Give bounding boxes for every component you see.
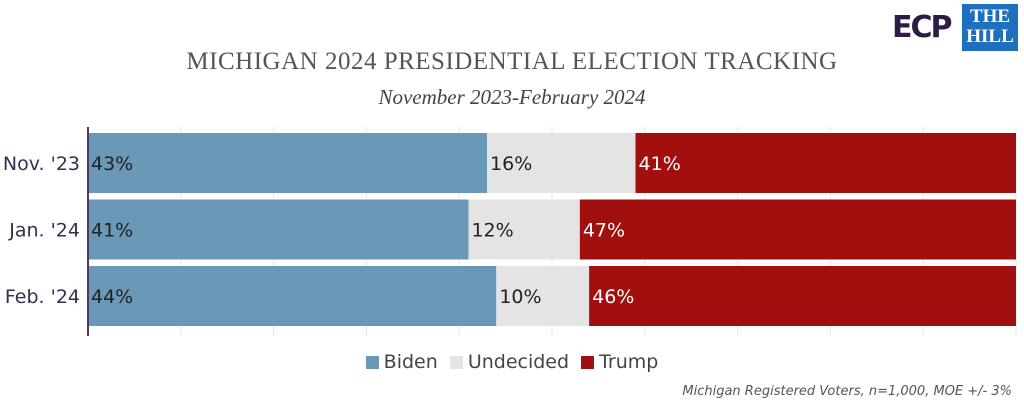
chart-subtitle: November 2023-February 2024 xyxy=(378,85,646,109)
data-label: 12% xyxy=(471,220,513,242)
bar-undecided xyxy=(496,266,590,326)
data-label: 47% xyxy=(583,220,625,242)
bar-biden xyxy=(88,199,469,260)
bar-trump xyxy=(579,199,1016,260)
ecp-logo: ECP xyxy=(892,10,952,45)
data-label: 46% xyxy=(592,286,634,308)
data-label: 43% xyxy=(91,153,133,175)
data-label: 44% xyxy=(91,286,133,308)
data-label: 10% xyxy=(499,286,541,308)
source-note: Michigan Registered Voters, n=1,000, MOE… xyxy=(682,384,1012,399)
category-label: Jan. '24 xyxy=(8,220,80,242)
bar-trump xyxy=(635,133,1016,193)
chart-title: MICHIGAN 2024 PRESIDENTIAL ELECTION TRAC… xyxy=(186,48,838,75)
bar-trump xyxy=(589,266,1016,326)
bar-biden xyxy=(88,266,497,326)
the-hill-logo: THE HILL xyxy=(962,4,1018,51)
data-label: 16% xyxy=(490,153,532,175)
category-label: Nov. '23 xyxy=(3,153,80,175)
bar-biden xyxy=(88,133,488,193)
legend-undecided: Undecided xyxy=(449,351,569,373)
legend: Biden Undecided Trump xyxy=(0,351,1024,373)
legend-trump: Trump xyxy=(581,351,658,373)
data-label: 41% xyxy=(639,153,681,175)
legend-biden: Biden xyxy=(365,351,438,373)
bar-undecided xyxy=(487,133,636,193)
bar-undecided xyxy=(468,199,580,260)
data-label: 41% xyxy=(91,220,133,242)
category-label: Feb. '24 xyxy=(5,286,80,308)
